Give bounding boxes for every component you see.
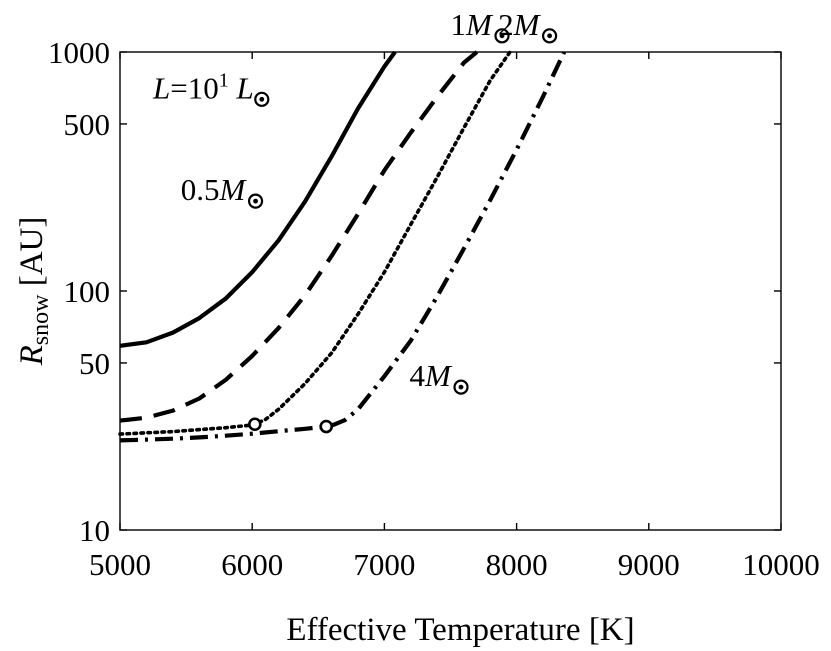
y-tick-label: 50 — [79, 346, 110, 381]
plot-labels: Effective Temperature [K] Rsnow [AU] — [14, 217, 635, 648]
plot-axes — [119, 51, 782, 531]
annotation-luminosity: L=101 L — [152, 69, 270, 107]
x-tick-label: 5000 — [89, 547, 151, 582]
x-tick-label: 10000 — [742, 547, 820, 582]
y-tick-label: 1000 — [48, 35, 110, 70]
transition-marker-4M-0 — [319, 419, 334, 434]
plot-ticks: 5000 6000 7000 8000 9000 10000 10 50 100 500 1000 — [48, 35, 820, 582]
x-tick-label: 9000 — [618, 547, 680, 582]
series-line-4M — [119, 51, 567, 443]
annotation-m4: 4M — [410, 358, 469, 395]
series-line-2M — [118, 50, 512, 436]
sun-symbol-m05 — [247, 193, 264, 209]
svg-text:1M: 1M — [451, 7, 495, 42]
y-tick-label: 500 — [64, 107, 111, 142]
series-line-1M — [119, 50, 479, 423]
sun-symbol-m1 — [494, 28, 510, 44]
y-tick-label: 100 — [64, 274, 111, 309]
svg-text:2M: 2M — [498, 7, 542, 42]
annotation-m05: 0.5M — [181, 172, 264, 209]
annotation-m2: 2M — [498, 7, 558, 44]
svg-text:0.5M: 0.5M — [181, 172, 248, 207]
plot-series — [118, 50, 567, 443]
y-tick-label: 10 — [79, 513, 110, 548]
sun-symbol-m4 — [453, 379, 469, 395]
x-axis-title: Effective Temperature [K] — [286, 612, 634, 648]
series-line-0_5M — [119, 50, 397, 348]
sun-symbol-luminosity — [254, 91, 270, 107]
svg-text:4M: 4M — [410, 358, 454, 393]
sun-symbol-m2 — [541, 28, 558, 44]
annotation-m1: 1M — [451, 7, 510, 44]
x-tick-label: 7000 — [353, 547, 415, 582]
plot-annotations: L=101 L 0.5M 1M 2M 4M — [152, 7, 558, 395]
x-tick-label: 8000 — [486, 547, 548, 582]
plot-frame — [119, 51, 782, 531]
svg-text:L=101 L: L=101 L — [152, 69, 254, 105]
transition-marker-2M-0 — [248, 417, 262, 432]
x-tick-label: 6000 — [221, 547, 283, 582]
y-axis-title: Rsnow [AU] — [14, 217, 54, 367]
